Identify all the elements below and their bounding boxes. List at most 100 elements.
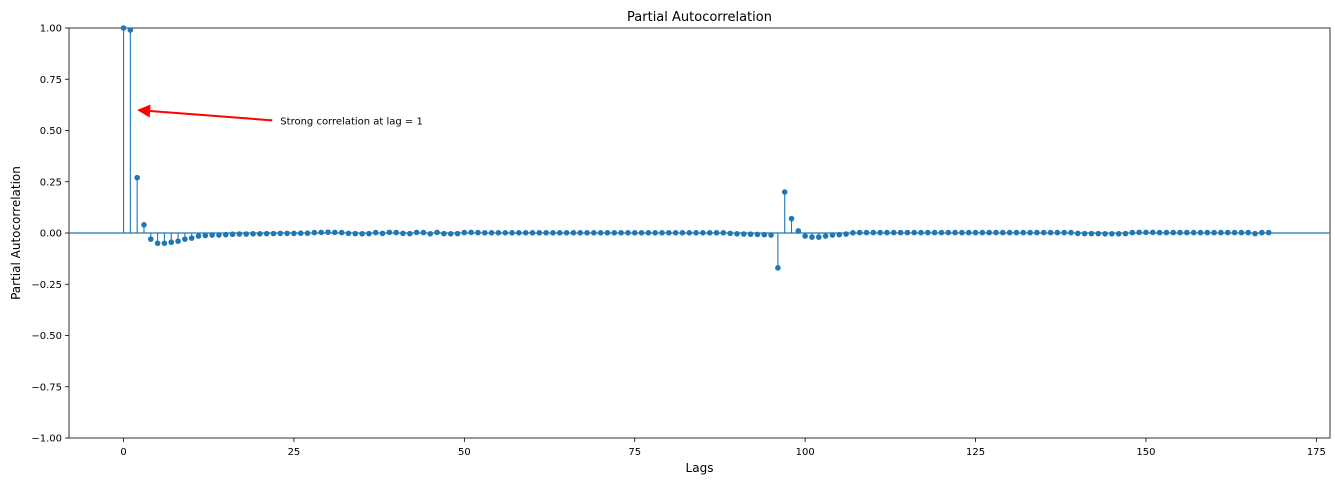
stem-marker — [925, 229, 931, 236]
stem-marker — [536, 229, 543, 236]
stem-marker — [802, 233, 808, 239]
x-axis-label: Lags — [686, 461, 714, 475]
stem-marker — [931, 229, 938, 236]
stem-marker — [563, 229, 570, 236]
stem-marker — [666, 229, 672, 236]
annotation-text: Strong correlation at lag = 1 — [280, 116, 423, 127]
stem-marker — [713, 229, 720, 236]
stem-marker — [352, 230, 359, 237]
stem-marker — [843, 231, 849, 237]
stem-marker — [741, 231, 747, 237]
stem-marker — [809, 234, 815, 240]
stem-marker — [1149, 229, 1156, 236]
stem-marker — [454, 230, 461, 237]
stem-marker — [366, 230, 372, 237]
stem-marker — [829, 232, 836, 238]
stem-marker — [1068, 229, 1074, 236]
stem-marker — [1027, 229, 1033, 236]
stem-marker — [147, 236, 154, 242]
stem-marker — [1081, 230, 1088, 237]
stem-marker — [202, 232, 209, 239]
stem-marker — [400, 230, 406, 237]
stem-marker — [154, 240, 161, 247]
stem-marker — [611, 229, 618, 236]
stem-marker — [965, 229, 972, 236]
stem-marker — [959, 229, 965, 236]
stem-marker — [768, 232, 774, 238]
stem-marker — [1238, 229, 1245, 236]
stem-marker — [161, 240, 168, 247]
stem-marker — [216, 232, 222, 238]
stem-marker — [543, 229, 549, 236]
stem-marker — [1170, 229, 1177, 236]
stem-marker — [1224, 229, 1231, 236]
stem-marker — [297, 230, 304, 237]
stem-marker — [659, 229, 665, 236]
stem-marker — [1211, 229, 1217, 236]
stem-marker — [877, 229, 883, 236]
stem-marker — [359, 231, 365, 237]
stem-marker — [495, 229, 502, 236]
stem-marker — [1143, 229, 1149, 236]
chart-title: Partial Autocorrelation — [627, 10, 772, 25]
stem-marker — [856, 229, 863, 236]
stem-marker — [1061, 229, 1067, 236]
stem-marker — [1109, 231, 1115, 237]
stem-marker — [679, 229, 686, 236]
stem-marker — [257, 231, 263, 237]
stem-marker — [1197, 229, 1204, 236]
stem-marker — [747, 231, 754, 238]
stem-marker — [700, 229, 706, 236]
stem-marker — [407, 230, 413, 237]
stem-marker — [591, 229, 597, 236]
stem-marker — [270, 230, 277, 237]
stem-marker — [413, 229, 420, 236]
stem-marker — [461, 229, 468, 236]
stem-marker — [209, 232, 215, 238]
stem-marker — [1252, 230, 1258, 237]
stem-marker — [618, 229, 624, 236]
stem-marker — [325, 229, 331, 235]
stem-marker — [1177, 229, 1183, 236]
y-tick-label: 0.75 — [40, 75, 62, 86]
y-tick-label: −1.00 — [31, 434, 62, 445]
stem-marker — [1245, 229, 1252, 236]
stem-marker — [1136, 229, 1142, 236]
stem-marker — [1204, 229, 1211, 236]
stem-marker — [509, 229, 515, 236]
stem-marker — [277, 230, 284, 237]
stem-marker — [972, 229, 979, 236]
stem-marker — [890, 229, 897, 236]
stem-marker — [291, 230, 297, 237]
stem-marker — [1075, 230, 1081, 237]
stem-marker — [1184, 229, 1190, 236]
stem-marker — [1040, 229, 1047, 236]
y-tick-label: −0.25 — [31, 280, 62, 291]
plot-area: 1.00 0.75 0.50 0.25 0.00 −0.25 −0.50 −0.75 −1.00… — [31, 24, 1331, 458]
stem-marker — [141, 222, 147, 228]
stem-marker — [1006, 229, 1013, 236]
stem-marker — [918, 229, 924, 236]
stem-marker — [645, 229, 652, 236]
stem-marker — [386, 229, 393, 236]
stem-marker — [945, 229, 952, 236]
stem-marker — [284, 230, 290, 237]
stem-marker — [1000, 229, 1006, 236]
stem-marker — [836, 231, 843, 238]
stem-marker — [734, 231, 740, 237]
stem-marker — [1218, 229, 1224, 236]
stem-marker — [338, 229, 345, 236]
stem-marker — [345, 230, 352, 237]
stem-marker — [597, 229, 604, 236]
stem-marker — [195, 233, 202, 239]
x-tick-label: 175 — [1307, 447, 1326, 458]
stem-marker — [1122, 230, 1129, 237]
stem-marker — [516, 229, 522, 236]
stem-marker — [1102, 231, 1108, 237]
stem-marker — [488, 229, 495, 236]
stem-marker — [379, 230, 386, 237]
stem-marker — [550, 229, 556, 236]
stem-marker — [236, 231, 243, 237]
y-axis-label: Partial Autocorrelation — [9, 166, 23, 300]
